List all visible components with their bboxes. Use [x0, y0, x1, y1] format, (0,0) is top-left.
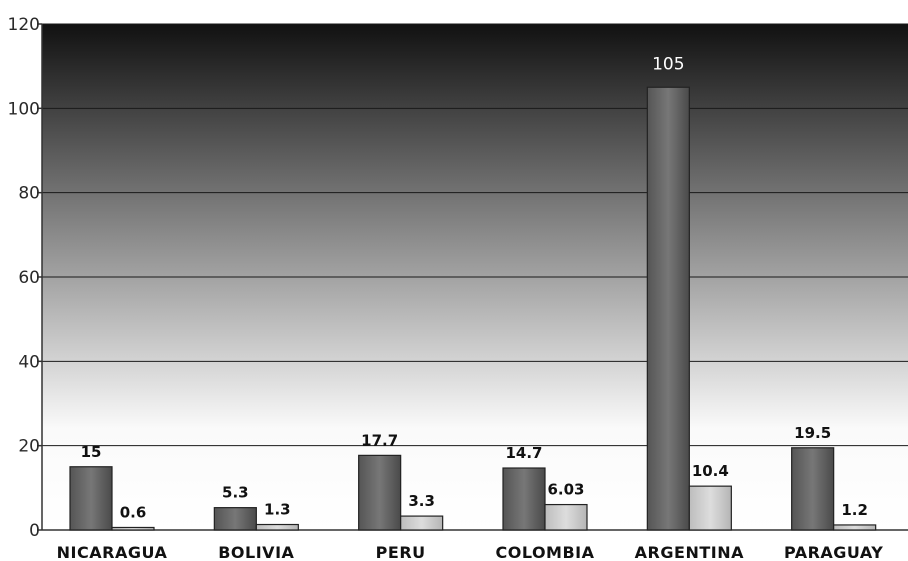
- data-label: 6.03: [547, 481, 584, 499]
- x-tick-label: COLOMBIA: [495, 543, 594, 561]
- y-axis-ticks: 0 20 40 60 80 100 120: [8, 15, 42, 541]
- gridlines: [42, 23, 908, 447]
- y-tick-label: 0: [29, 521, 40, 541]
- y-tick-label: 40: [18, 352, 40, 372]
- bar-nicaragua-2: [111, 526, 155, 531]
- y-tick-label: 120: [8, 15, 40, 35]
- bar-colombia-1: [502, 467, 546, 531]
- data-label: 17.7: [361, 431, 398, 449]
- x-axis-labels: NICARAGUA BOLIVIA PERU COLOMBIA ARGENTINA PAR…: [57, 543, 883, 561]
- y-tick-label: 20: [18, 437, 40, 457]
- data-labels: 15 0.6 5.3 1.3 17.7 3.3 14.7 6.03 105 10.4 19.5 1.2: [81, 54, 868, 521]
- data-label: 5.3: [222, 484, 249, 502]
- bar-paraguay-1: [791, 447, 835, 531]
- y-tick-label: 80: [18, 184, 40, 204]
- bar-colombia-2: [544, 503, 588, 531]
- x-tick-label: NICARAGUA: [57, 543, 168, 561]
- bar-peru-1: [358, 454, 402, 531]
- bar-argentina-1: [646, 86, 690, 531]
- data-label: 105: [652, 54, 684, 74]
- data-label: 0.6: [120, 503, 147, 521]
- bar-argentina-2: [688, 485, 732, 531]
- bar-bolivia-2: [255, 523, 299, 531]
- x-tick-label: PERU: [376, 543, 426, 561]
- x-tick-label: BOLIVIA: [218, 543, 294, 561]
- x-tick-label: PARAGUAY: [784, 543, 883, 561]
- bar-paraguay-2: [833, 524, 877, 531]
- data-label: 10.4: [692, 462, 729, 480]
- data-label: 19.5: [794, 424, 831, 442]
- bar-peru-2: [400, 515, 444, 531]
- x-tick-label: ARGENTINA: [635, 543, 744, 561]
- bar-nicaragua-1: [69, 466, 113, 531]
- data-label: 14.7: [505, 444, 542, 462]
- data-label: 1.2: [841, 501, 868, 519]
- bar-bolivia-1: [213, 507, 257, 531]
- data-label: 3.3: [408, 492, 435, 510]
- data-label: 1.3: [264, 501, 291, 519]
- bars: [69, 86, 877, 531]
- y-tick-label: 60: [18, 268, 40, 288]
- data-label: 15: [81, 443, 102, 461]
- y-tick-label: 100: [8, 99, 40, 119]
